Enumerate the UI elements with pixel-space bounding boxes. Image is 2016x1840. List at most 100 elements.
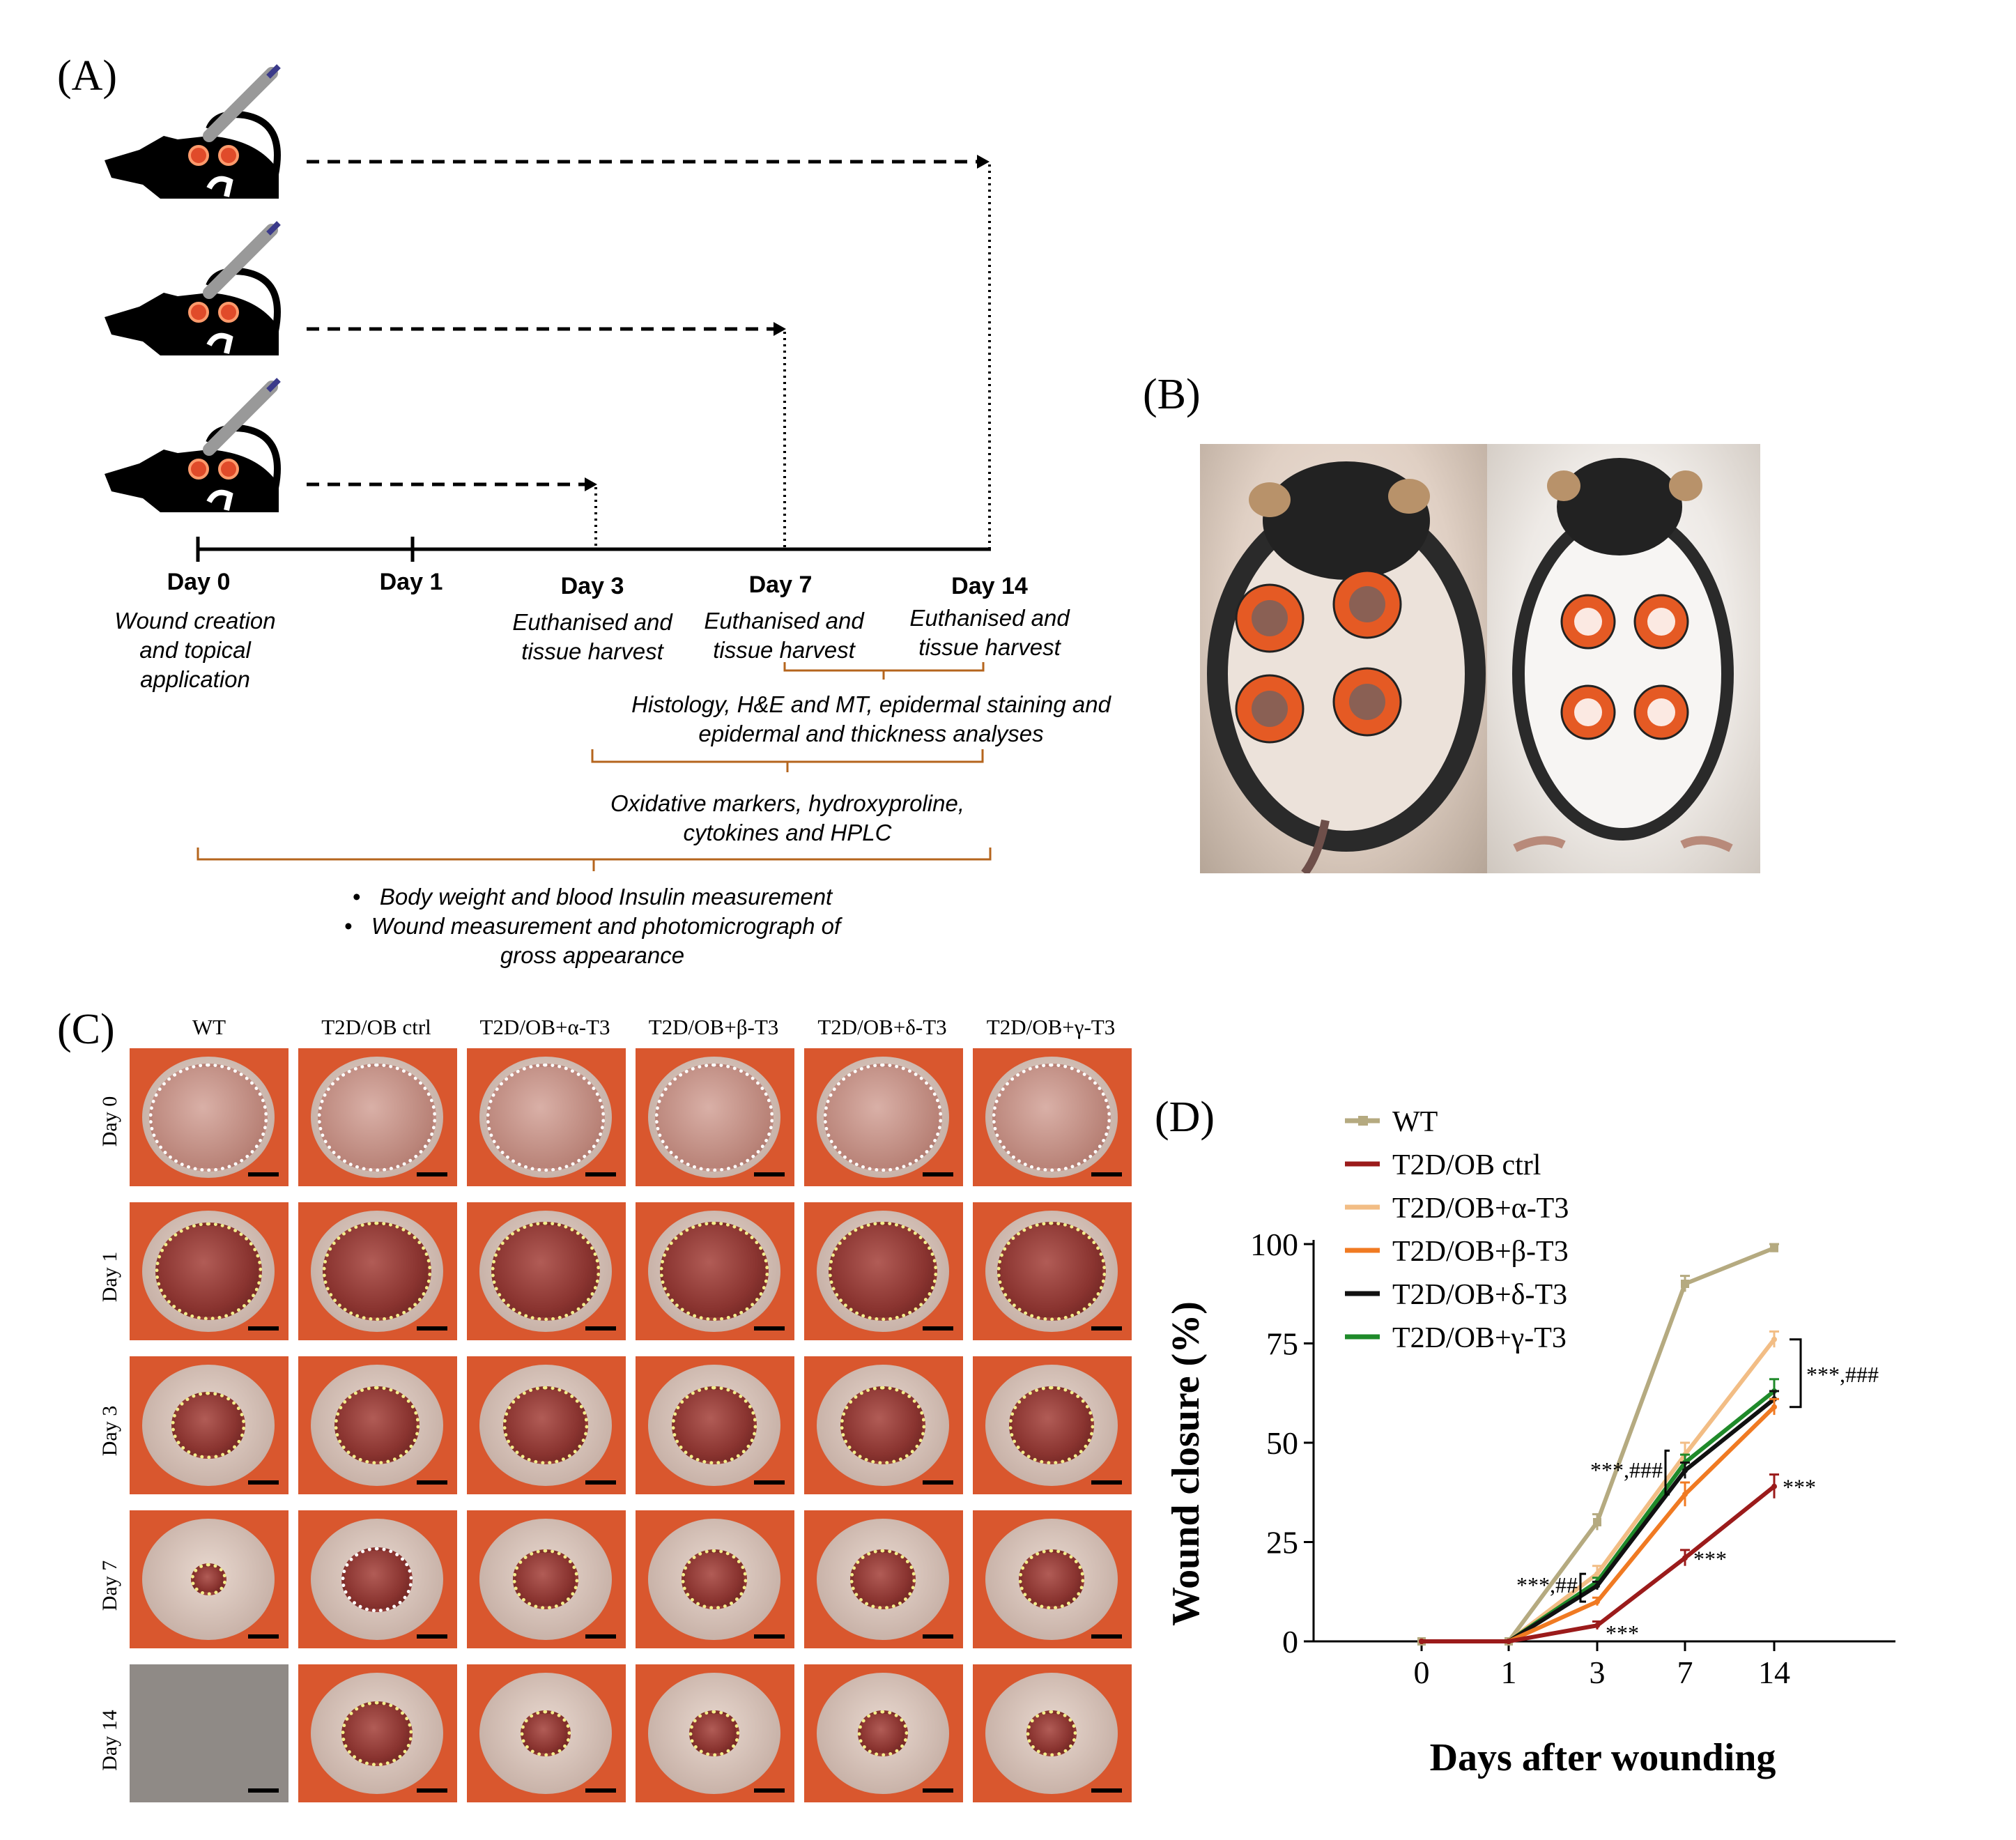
y-tick-label: 75 <box>1266 1326 1298 1362</box>
wound-photo <box>973 1664 1132 1802</box>
day-label-7: Day 7 <box>748 572 813 598</box>
x-tick-label: 14 <box>1758 1655 1790 1690</box>
y-tick-label: 0 <box>1282 1624 1298 1659</box>
wound-photo <box>467 1356 626 1494</box>
wound-photo <box>130 1048 288 1186</box>
data-point <box>1771 1404 1777 1410</box>
wound-photo <box>298 1048 457 1186</box>
wound-photo <box>973 1356 1132 1494</box>
bullet-gross-appearance: gross appearance <box>500 942 685 968</box>
wound-photo <box>298 1510 457 1648</box>
y-tick-label: 50 <box>1266 1425 1298 1461</box>
panel-c-label: (C) <box>57 1006 115 1053</box>
note-day7: Euthanised and tissue harvest <box>704 608 864 663</box>
wound-photo <box>298 1202 457 1340</box>
x-tick-label: 1 <box>1501 1655 1517 1690</box>
data-point <box>1594 1623 1600 1629</box>
timeline-schematic <box>105 64 992 871</box>
x-tick-label: 3 <box>1590 1655 1606 1690</box>
wound-photo <box>467 1510 626 1648</box>
grid-row-day7: Day 7 <box>98 1560 121 1611</box>
data-point <box>1594 1599 1600 1604</box>
grid-row-day3: Day 3 <box>98 1405 121 1457</box>
grid-row-day1: Day 1 <box>98 1251 121 1303</box>
legend-label: T2D/OB ctrl <box>1392 1149 1541 1181</box>
panel-d-label: (D) <box>1155 1094 1215 1141</box>
mouse-icon-day14 <box>105 64 281 199</box>
wound-photo <box>130 1510 288 1648</box>
day-label-1: Day 1 <box>379 569 443 595</box>
wound-photo <box>130 1202 288 1340</box>
wound-photo <box>130 1664 288 1802</box>
data-point <box>1771 1483 1777 1489</box>
panel-b-label: (B) <box>1143 371 1201 418</box>
data-point <box>1682 1467 1688 1473</box>
y-tick-label: 100 <box>1250 1227 1298 1262</box>
day-label-3: Day 3 <box>560 573 624 599</box>
panel-a-label: (A) <box>57 52 118 100</box>
mouse-photo-right <box>1487 444 1760 873</box>
data-point <box>1770 1243 1778 1252</box>
grid-row-day14: Day 14 <box>98 1710 121 1771</box>
brace-oxidative <box>591 749 984 772</box>
data-point <box>1594 1571 1600 1577</box>
day-label-0: Day 0 <box>167 569 231 595</box>
wound-photo <box>804 1510 963 1648</box>
annotation-ctrl-day3: *** <box>1606 1620 1639 1646</box>
wound-photo <box>467 1664 626 1802</box>
legend-label: T2D/OB+β-T3 <box>1392 1236 1569 1268</box>
wound-photo <box>130 1356 288 1494</box>
data-point <box>1593 1518 1601 1526</box>
brace-whole <box>197 848 992 871</box>
data-point <box>1771 1336 1777 1342</box>
brace-oxidative-text: Oxidative markers, hydroxyproline, cytok… <box>610 790 965 845</box>
chart-legend: WT T2D/OB ctrl T2D/OB+α-T3 T2D/OB+β-T3 T2D/O… <box>1345 1106 1569 1354</box>
grid-row-day0: Day 0 <box>98 1096 121 1147</box>
bracket-day14 <box>1790 1338 1802 1409</box>
wound-photo <box>636 1048 794 1186</box>
grid-col-ctrl: T2D/OB ctrl <box>321 1015 431 1039</box>
brace-histology <box>783 662 985 680</box>
grid-col-delta: T2D/OB+δ-T3 <box>817 1015 947 1039</box>
wound-photo <box>298 1664 457 1802</box>
wound-photo <box>298 1356 457 1494</box>
bullet-body-weight: • Body weight and blood Insulin measurem… <box>352 884 833 910</box>
note-day0: Wound creation and topical application <box>114 608 276 692</box>
annotation-day14-group: ***,### <box>1806 1362 1879 1387</box>
data-point <box>1594 1583 1600 1589</box>
grid-col-alpha: T2D/OB+α-T3 <box>479 1015 610 1039</box>
wound-photo <box>973 1048 1132 1186</box>
annotation-ctrl-day14: *** <box>1783 1475 1816 1500</box>
wound-photo <box>804 1664 963 1802</box>
wound-photo <box>636 1664 794 1802</box>
y-tick-label: 25 <box>1266 1525 1298 1561</box>
mouse-icon-day3 <box>105 378 281 512</box>
wound-photo <box>973 1202 1132 1340</box>
legend-label: T2D/OB+δ-T3 <box>1392 1279 1567 1311</box>
mouse-icon-day7 <box>105 221 281 355</box>
brace-histology-text: Histology, H&E and MT, epidermal stainin… <box>631 691 1111 746</box>
wound-photo <box>973 1510 1132 1648</box>
mouse-photo-left <box>1200 444 1487 873</box>
wound-photo <box>804 1356 963 1494</box>
legend-label: T2D/OB+γ-T3 <box>1392 1322 1567 1354</box>
bullet-wound-measurement: • Wound measurement and photomicrograph … <box>344 913 841 939</box>
x-tick-label: 0 <box>1414 1655 1430 1690</box>
chart-annotations: ***,### ***,## *** *** *** ***,### <box>1516 1338 1879 1646</box>
data-point <box>1419 1639 1424 1644</box>
data-point <box>1682 1492 1688 1498</box>
wound-photo <box>467 1202 626 1340</box>
grid-col-beta: T2D/OB+β-T3 <box>648 1015 779 1039</box>
legend-label: T2D/OB+α-T3 <box>1392 1193 1569 1225</box>
grid-col-gamma: T2D/OB+γ-T3 <box>986 1015 1116 1039</box>
wound-photo <box>636 1202 794 1340</box>
wound-photo <box>467 1048 626 1186</box>
day-label-14: Day 14 <box>951 573 1028 599</box>
legend-marker <box>1358 1116 1368 1126</box>
bracket-day3 <box>1579 1572 1586 1603</box>
chart-axes: 0 25 50 75 100 0 1 3 7 14 <box>1250 1227 1895 1690</box>
wound-photo <box>804 1202 963 1340</box>
wound-photo <box>636 1510 794 1648</box>
series-line <box>1422 1337 1776 1643</box>
data-point <box>1682 1555 1688 1561</box>
